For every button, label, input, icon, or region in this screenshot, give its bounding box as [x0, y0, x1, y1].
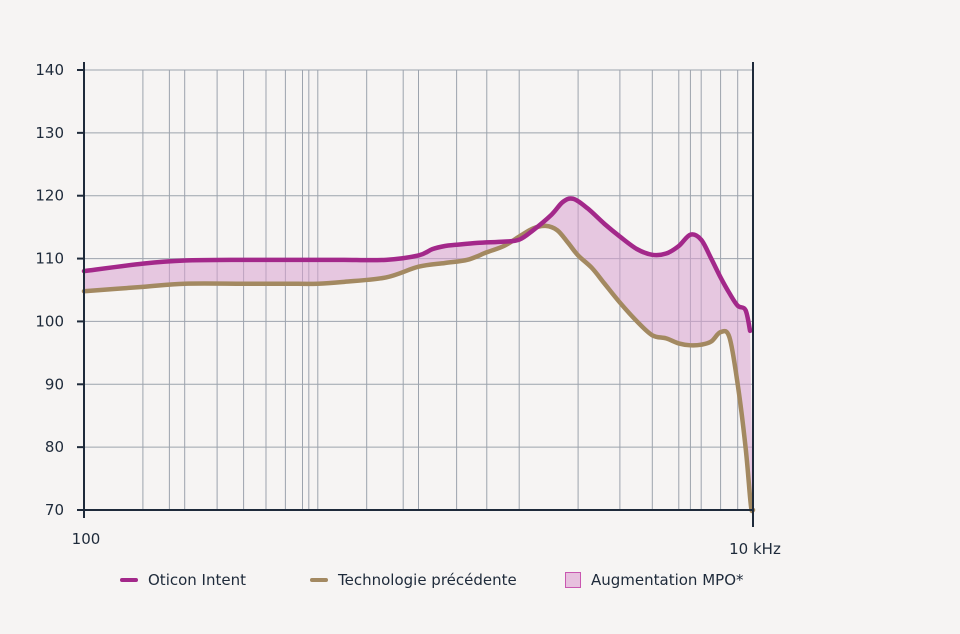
legend-swatch-previous-technology — [310, 578, 328, 582]
axes — [77, 62, 754, 527]
series-line-previous-technology — [81, 223, 756, 514]
y-tick-label-130: 130 — [35, 124, 64, 142]
y-tick-label-70: 70 — [45, 501, 64, 519]
legend-label-previous-technology: Technologie précédente — [338, 571, 517, 589]
y-tick-labels: 70 80 90 100 110 120 130 140 — [35, 61, 64, 519]
legend-item-mpo-increase: Augmentation MPO* — [565, 571, 744, 589]
y-tick-label-90: 90 — [45, 375, 64, 393]
legend-label-oticon-intent: Oticon Intent — [148, 571, 246, 589]
legend-label-mpo-increase: Augmentation MPO* — [591, 571, 744, 589]
x-tick-label-1: 10 kHz — [729, 540, 781, 558]
x-tick-labels: 100 10 kHz — [72, 530, 781, 558]
legend-swatch-mpo-increase — [565, 572, 581, 588]
legend: Oticon Intent Technologie précédente Aug… — [0, 571, 960, 595]
y-tick-label-110: 110 — [35, 250, 64, 268]
legend-item-previous-technology: Technologie précédente — [310, 571, 517, 589]
legend-item-oticon-intent: Oticon Intent — [120, 571, 246, 589]
series-lines — [81, 196, 756, 514]
y-tick-label-140: 140 — [35, 61, 64, 79]
series-line-oticon-intent — [81, 196, 753, 334]
y-tick-label-120: 120 — [35, 187, 64, 205]
x-tick-label-0: 100 — [72, 530, 101, 548]
y-tick-label-80: 80 — [45, 438, 64, 456]
legend-swatch-oticon-intent — [120, 578, 138, 582]
y-tick-label-100: 100 — [35, 312, 64, 330]
mpo-increase-area — [84, 198, 753, 511]
